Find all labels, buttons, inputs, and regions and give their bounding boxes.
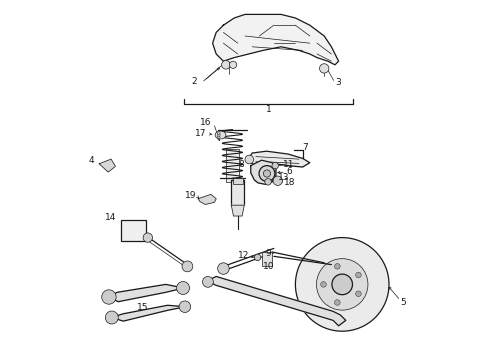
- Text: 7: 7: [303, 143, 308, 152]
- Ellipse shape: [215, 131, 226, 139]
- Polygon shape: [231, 205, 245, 216]
- Text: 11: 11: [283, 160, 294, 168]
- Circle shape: [319, 64, 329, 73]
- Polygon shape: [251, 160, 276, 184]
- Text: 1: 1: [266, 105, 271, 114]
- Circle shape: [265, 179, 271, 185]
- Circle shape: [263, 170, 270, 177]
- Circle shape: [179, 301, 191, 312]
- Circle shape: [335, 264, 340, 269]
- Bar: [226, 149, 239, 182]
- Polygon shape: [112, 305, 186, 321]
- Text: 9: 9: [266, 249, 271, 258]
- Circle shape: [217, 134, 220, 136]
- Circle shape: [245, 155, 254, 164]
- Circle shape: [273, 176, 282, 185]
- Text: 3: 3: [336, 78, 342, 87]
- Bar: [121, 220, 146, 241]
- Text: 13: 13: [278, 174, 290, 183]
- Circle shape: [176, 282, 190, 294]
- Text: 4: 4: [88, 156, 94, 165]
- Text: 14: 14: [105, 213, 117, 222]
- Text: 8: 8: [239, 160, 245, 169]
- Text: 6: 6: [286, 167, 292, 176]
- Polygon shape: [207, 276, 346, 326]
- Text: 5: 5: [400, 298, 406, 307]
- Circle shape: [221, 60, 230, 69]
- Text: 19: 19: [185, 192, 196, 200]
- Text: 16: 16: [199, 118, 211, 127]
- Circle shape: [254, 254, 261, 261]
- Circle shape: [229, 61, 237, 68]
- Text: 18: 18: [284, 179, 296, 188]
- Bar: [262, 252, 271, 266]
- Circle shape: [335, 300, 340, 305]
- Polygon shape: [108, 284, 184, 302]
- Text: 2: 2: [192, 77, 197, 86]
- Polygon shape: [99, 159, 116, 172]
- Text: 12: 12: [238, 251, 249, 260]
- Circle shape: [295, 238, 389, 331]
- Text: 17: 17: [196, 130, 207, 139]
- Circle shape: [217, 131, 220, 134]
- Circle shape: [272, 162, 278, 169]
- Circle shape: [332, 274, 352, 295]
- Circle shape: [182, 261, 193, 272]
- Polygon shape: [248, 151, 310, 167]
- Circle shape: [102, 290, 116, 304]
- Polygon shape: [213, 14, 339, 65]
- Bar: [231, 180, 245, 205]
- Circle shape: [356, 291, 361, 297]
- Circle shape: [356, 272, 361, 278]
- Circle shape: [259, 166, 275, 181]
- Circle shape: [143, 233, 152, 242]
- Circle shape: [105, 311, 118, 324]
- Circle shape: [317, 259, 368, 310]
- Text: 10: 10: [263, 262, 274, 271]
- Text: 15: 15: [137, 303, 148, 312]
- Polygon shape: [198, 194, 216, 204]
- Bar: [233, 178, 243, 184]
- Circle shape: [202, 276, 213, 287]
- Circle shape: [218, 263, 229, 274]
- Circle shape: [320, 282, 326, 287]
- Circle shape: [217, 136, 220, 139]
